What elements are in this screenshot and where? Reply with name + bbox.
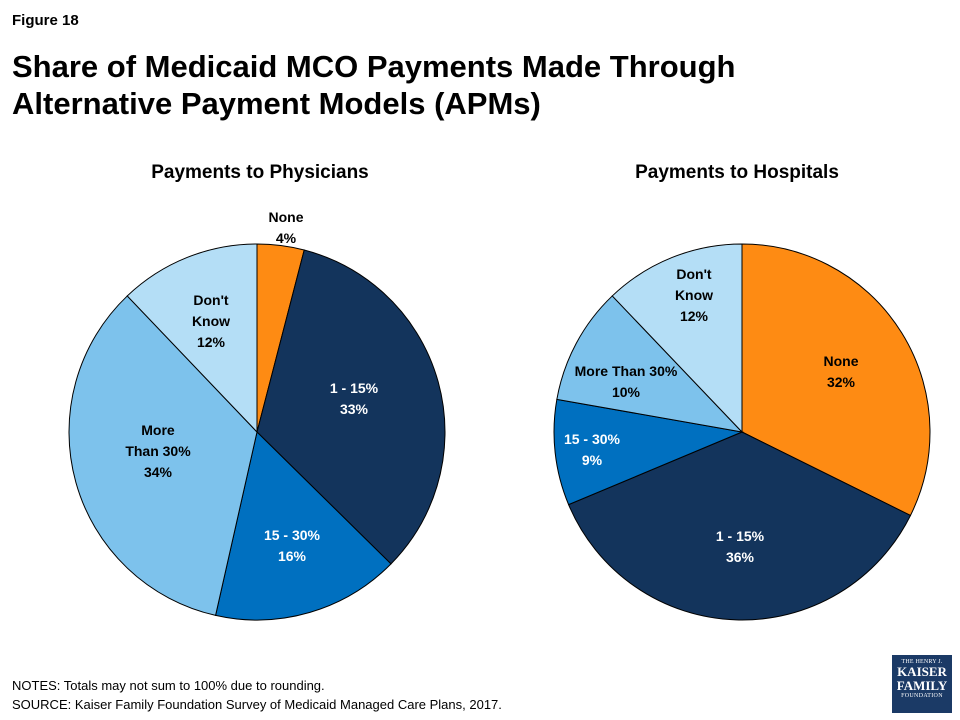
pie-slice (741, 243, 931, 517)
pie-slice (68, 295, 258, 616)
chart-title: Payments to Physicians (151, 162, 369, 183)
figure-label: Figure 18 (12, 12, 79, 29)
slice-label: 1 - 15% 36% (716, 528, 765, 565)
slice-label: Don't Know 12% (675, 266, 713, 324)
pie-slice (567, 431, 912, 621)
slice-label: None 32% (824, 353, 859, 390)
logo-line: KAISER (897, 664, 947, 679)
slice-label: More Than 30% 10% (575, 363, 678, 400)
slice-label: 1 - 15% 33% (330, 380, 379, 417)
logo-line: THE HENRY J. (901, 659, 943, 665)
page-title: Share of Medicaid MCO Payments Made Thro… (12, 49, 736, 121)
pie-chart: Payments to Physicians None 4% 1 - 15% 33% 15… (68, 162, 446, 621)
slice-label: 15 - 30% 9% (564, 431, 621, 468)
pie-slice (214, 431, 392, 621)
kff-logo: THE HENRY J. KAISER FAMILY FOUNDATION (892, 655, 952, 713)
slice-label: None 4% (269, 209, 304, 246)
pie-slice (556, 295, 744, 433)
pie-chart: Payments to Hospitals None 32% 1 - 15% 36% 15… (553, 162, 931, 621)
slice-label: 15 - 30% 16% (264, 527, 321, 564)
source-line: SOURCE: Kaiser Family Foundation Survey … (12, 697, 502, 712)
notes: NOTES: Totals may not sum to 100% due to… (12, 676, 502, 714)
pie-slice (256, 249, 446, 565)
pie-slice (611, 243, 743, 434)
pie-slice (553, 398, 744, 506)
logo-line: FOUNDATION (901, 693, 943, 699)
logo-line: FAMILY (896, 678, 948, 693)
chart-title: Payments to Hospitals (635, 162, 839, 183)
slice-label: Don't Know 12% (192, 292, 230, 350)
notes-line: NOTES: Totals may not sum to 100% due to… (12, 678, 325, 693)
slice-label: More Than 30% 34% (125, 422, 191, 480)
pie-slice (126, 243, 258, 434)
